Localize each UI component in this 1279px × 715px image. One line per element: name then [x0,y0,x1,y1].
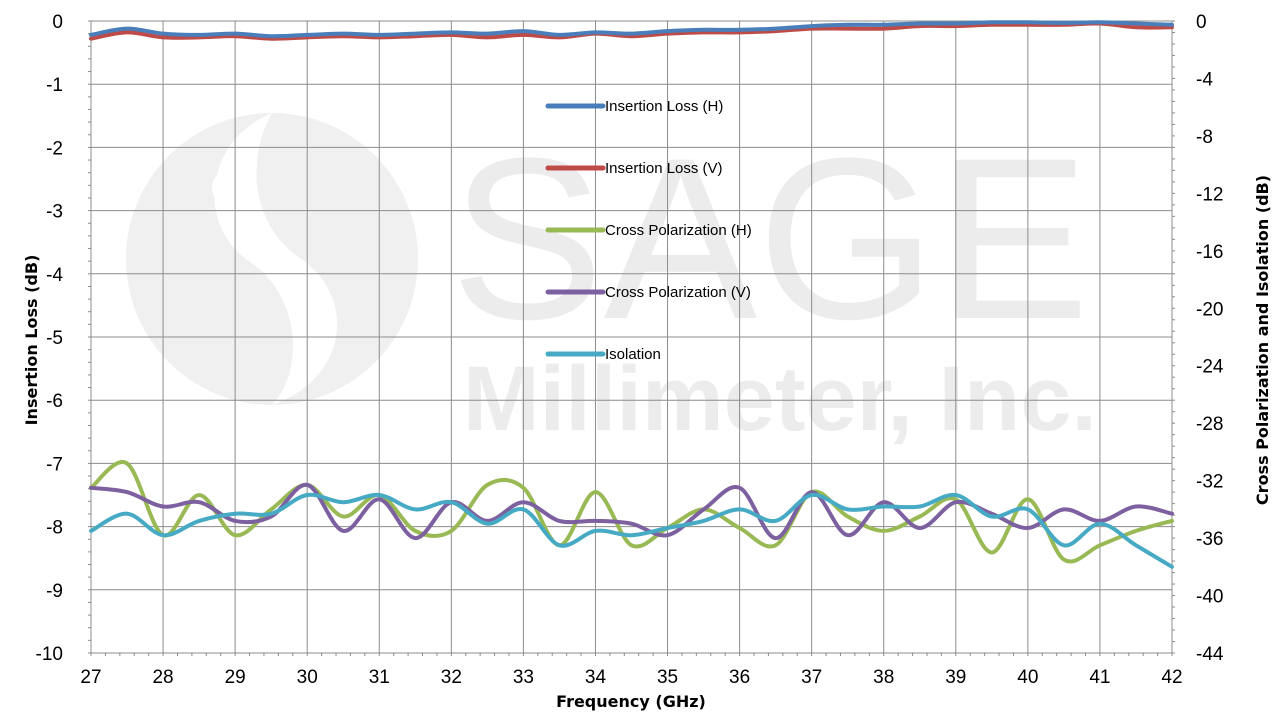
y2-tick-label: -20 [1196,299,1223,320]
x-tick-label: 39 [945,667,966,688]
y-tick-label: 0 [52,12,63,33]
y2-tick-label: 0 [1196,12,1207,33]
y-tick-label: -4 [46,265,63,286]
y-tick-label: -10 [36,644,63,665]
x-tick-label: 36 [729,667,750,688]
y-tick-label: -1 [46,75,63,96]
legend-label-insertion-loss-v: Insertion Loss (V) [605,160,723,177]
y2-tick-label: -24 [1196,357,1224,378]
x-axis-title: Frequency (GHz) [556,692,706,711]
y2-tick-label: -44 [1196,644,1224,665]
x-tick-label: 40 [1017,667,1038,688]
series-line-cross-polarization-v [89,482,1174,541]
series-line-insertion-loss-v [89,21,1174,41]
y-tick-label: -2 [46,138,63,159]
y2-tick-label: -8 [1196,127,1213,148]
plot-area [88,20,1175,656]
x-tick-label: 38 [873,667,894,688]
y2-tick-label: -40 [1196,587,1223,608]
y2-tick-label: -12 [1196,184,1223,205]
legend-label-cross-polarization-v: Cross Polarization (V) [605,284,751,301]
y2-tick-label: -32 [1196,472,1223,493]
series-layer [89,20,1174,569]
y-tick-label: -9 [46,581,63,602]
y-axis-title: Insertion Loss (dB) [22,255,41,426]
y2-tick-label: -36 [1196,529,1223,550]
watermark: SAGE Millimeter, Inc. [126,110,1097,450]
watermark-line1: SAGE [450,110,1089,367]
legend-label-cross-polarization-h: Cross Polarization (H) [605,222,752,239]
y2-tick-label: -4 [1196,69,1213,90]
watermark-line2: Millimeter, Inc. [463,348,1097,450]
watermark-logo-dot-top [212,168,252,208]
y-tick-label: -7 [46,454,63,475]
y2-axis-title: Cross Polarization and Isolation (dB) [1253,175,1272,505]
x-tick-labels: 27 28 29 30 31 32 33 34 35 36 37 38 39 40 41 42 [80,667,1182,688]
y-tick-label: -8 [46,518,63,539]
legend-label-isolation: Isolation [605,346,661,363]
x-tick-label: 35 [657,667,678,688]
watermark-logo-dot-bottom [292,310,332,350]
x-tick-label: 33 [513,667,534,688]
x-tick-label: 32 [441,667,462,688]
x-tick-label: 30 [297,667,318,688]
x-tick-label: 37 [801,667,822,688]
y-tick-labels: 0 -1 -2 -3 -4 -5 -6 -7 -8 -9 -10 [36,12,64,665]
x-tick-label: 31 [369,667,390,688]
x-tick-label: 28 [152,667,173,688]
x-tick-label: 27 [80,667,101,688]
x-tick-label: 29 [225,667,246,688]
legend: Insertion Loss (H) Insertion Loss (V) Cros… [545,98,752,363]
series-line-insertion-loss-h [89,20,1174,39]
x-tick-label: 42 [1161,667,1182,688]
legend-label-insertion-loss-h: Insertion Loss (H) [605,98,723,115]
y-tick-label: -3 [46,202,63,223]
y2-tick-label: -28 [1196,414,1223,435]
y-tick-label: -5 [46,328,63,349]
x-tick-label: 34 [585,667,607,688]
y-tick-label: -6 [46,391,63,412]
y2-tick-labels: 0 -4 -8 -12 -16 -20 -24 -28 -32 -36 -40 -44 [1196,12,1224,665]
series-line-cross-polarization-h [89,460,1174,564]
series-line-isolation [89,492,1174,569]
y2-tick-label: -16 [1196,242,1223,263]
x-tick-label: 41 [1089,667,1110,688]
